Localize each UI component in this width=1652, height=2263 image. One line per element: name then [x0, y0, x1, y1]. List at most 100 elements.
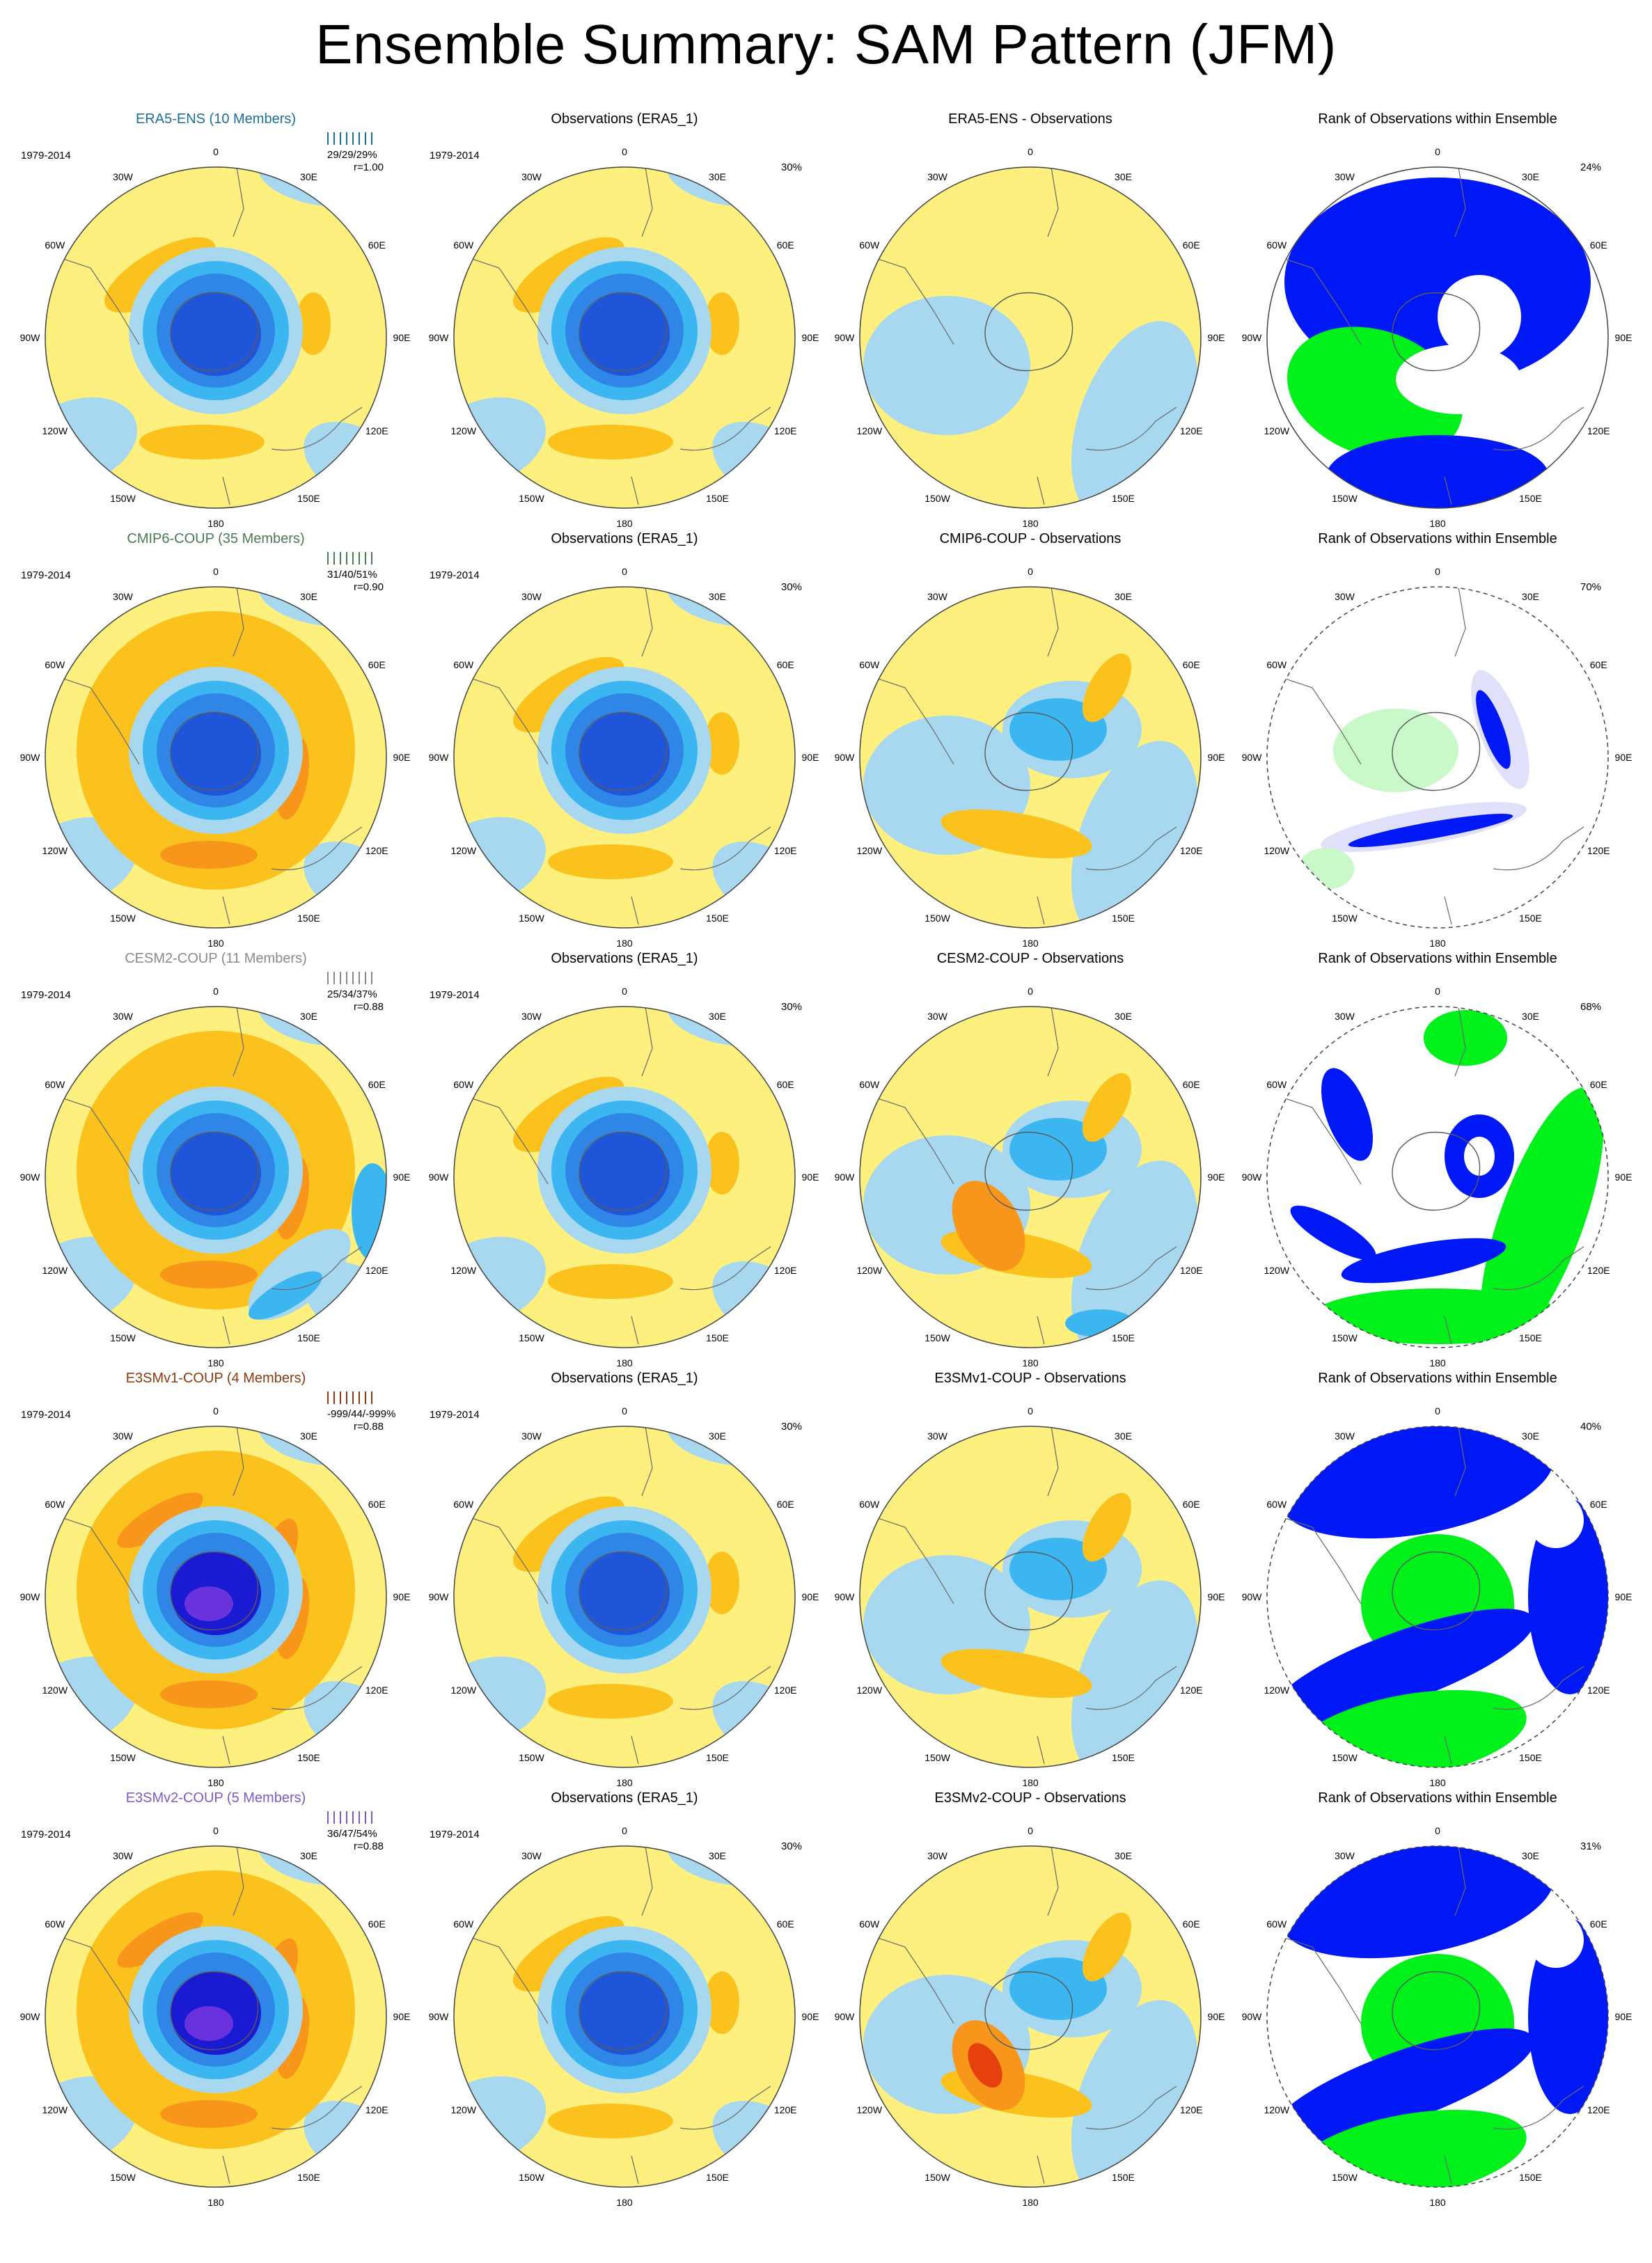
south-america-coastline — [457, 253, 549, 345]
longitude-label: 150W — [925, 1752, 950, 1764]
rank-mid-region — [1396, 345, 1521, 414]
longitude-label: 150W — [519, 1752, 544, 1764]
map-border — [859, 1845, 1202, 2188]
longitude-label: 60E — [368, 1918, 386, 1930]
stats-label: 31/40/51% — [327, 569, 377, 581]
longitude-label: 90E — [393, 2011, 411, 2022]
longitude-label: 90W — [834, 1591, 855, 1602]
longitude-label: 60W — [45, 659, 65, 670]
positive-region — [160, 2100, 258, 2128]
positive-region — [160, 841, 258, 869]
map-field — [45, 1846, 386, 2187]
figure-title: Ensemble Summary: SAM Pattern (JFM) — [315, 13, 1337, 75]
obs-percent-label: 30% — [781, 161, 803, 173]
longitude-label: 0 — [1028, 566, 1033, 577]
australia-coastline — [1085, 1666, 1177, 1710]
map-border — [45, 586, 387, 929]
longitude-label: 90E — [393, 1172, 411, 1183]
new-zealand-coastline — [1444, 896, 1452, 925]
south-america-coastline — [48, 1513, 140, 1604]
longitude-label: 90E — [801, 1591, 819, 1602]
longitude-label: 60W — [453, 1078, 474, 1090]
australia-coastline — [1085, 1246, 1177, 1291]
panel-rank-row-5: Rank of Observations within Ensemble 0 30E… — [1242, 1790, 1633, 2208]
antarctica-coastline — [579, 292, 668, 372]
antarctica-coastline — [170, 1971, 259, 2051]
map-field — [1267, 1846, 1608, 2187]
rank-above-region — [1480, 1087, 1604, 1348]
polar-map — [453, 1006, 796, 1348]
longitude-label: 180 — [1429, 518, 1446, 529]
longitude-label: 60W — [1266, 239, 1287, 251]
new-zealand-coastline — [631, 476, 639, 505]
longitude-label: 150E — [297, 2172, 320, 2184]
longitude-label: 180 — [1429, 1777, 1446, 1788]
longitude-label: 150W — [1332, 493, 1358, 505]
longitude-label: 30E — [709, 590, 726, 602]
new-zealand-coastline — [1444, 1316, 1452, 1345]
longitude-label: 180 — [1429, 2197, 1446, 2208]
longitude-label: 90W — [19, 1172, 40, 1183]
longitude-label: 120W — [450, 1684, 477, 1696]
longitude-label: 90E — [1207, 332, 1225, 343]
longitude-label: 0 — [213, 146, 219, 157]
africa-coastline — [641, 587, 653, 657]
south-america-coastline — [457, 1513, 549, 1604]
map-field — [860, 1007, 1201, 1348]
south-america-coastline — [1270, 1513, 1362, 1604]
longitude-label: 0 — [213, 1825, 219, 1836]
longitude-label: 150E — [297, 913, 320, 924]
positive-region — [705, 292, 739, 355]
panel-obs-row-3: Observations (ERA5_1) 0 30E 60E 90E 120E 150E 1… — [429, 951, 819, 1369]
longitude-label: 30E — [1522, 1010, 1539, 1022]
antarctica-coastline — [1392, 292, 1481, 372]
longitude-label: 120W — [856, 844, 883, 856]
longitude-label: 120W — [856, 425, 883, 436]
new-zealand-coastline — [222, 2155, 230, 2184]
panel-model-row-1: ERA5-ENS (10 Members) 0 30E 60E 90E 120E 150E 1… — [20, 111, 411, 529]
negative-region — [352, 1163, 386, 1261]
longitude-label: 0 — [213, 566, 219, 577]
longitude-label: 150E — [1112, 493, 1135, 505]
map-field — [1267, 587, 1608, 928]
longitude-label: 30E — [1522, 1850, 1539, 1861]
map-field — [454, 587, 795, 928]
australia-coastline — [1493, 826, 1584, 871]
longitude-label: 30E — [300, 590, 317, 602]
africa-coastline — [233, 1007, 244, 1077]
longitude-label: 30W — [1335, 1430, 1355, 1442]
map-field — [1267, 1007, 1608, 1348]
australia-coastline — [1493, 407, 1584, 451]
africa-coastline — [1047, 167, 1059, 237]
longitude-label: 30W — [1335, 590, 1355, 602]
positive-region — [548, 2104, 673, 2138]
longitude-label: 30W — [521, 1850, 542, 1861]
longitude-label: 90E — [1614, 1172, 1633, 1183]
australia-coastline — [679, 1246, 771, 1291]
longitude-label: 180 — [1022, 938, 1039, 949]
new-zealand-coastline — [1037, 476, 1045, 505]
longitude-label: 60E — [1589, 239, 1607, 251]
negative-region — [249, 1271, 322, 1320]
map-field — [454, 1846, 795, 2187]
longitude-label: 150W — [925, 2172, 950, 2184]
panel-model-row-3: CESM2-COUP (11 Members) 0 30E 60E 90E 120E 150… — [19, 951, 411, 1369]
longitude-label: 120E — [1179, 425, 1203, 436]
obs-percent-label: 30% — [781, 1840, 803, 1852]
longitude-label: 150E — [297, 1332, 320, 1344]
antarctica-coastline — [579, 1551, 668, 1631]
longitude-label: 150E — [1519, 1752, 1542, 1764]
rank-mid-region — [1528, 1912, 1584, 1968]
longitude-label: 150W — [110, 1752, 136, 1764]
longitude-label: 30E — [300, 1850, 317, 1861]
antarctica-coastline — [984, 1971, 1073, 2051]
panel-title: ERA5-ENS (10 Members) — [135, 111, 297, 127]
longitude-label: 60E — [1182, 1918, 1200, 1930]
polar-map — [45, 586, 387, 929]
longitude-label: 120W — [856, 1264, 883, 1276]
map-border — [453, 1006, 796, 1348]
longitude-label: 60E — [368, 239, 386, 251]
africa-coastline — [641, 1846, 653, 1916]
longitude-label: 0 — [1435, 1405, 1440, 1417]
positive-region — [160, 1680, 258, 1708]
